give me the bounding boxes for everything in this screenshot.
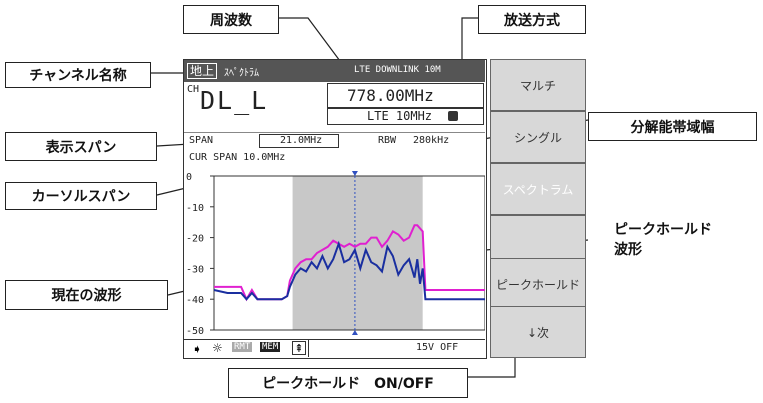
mode-tag: 地上 [187,63,218,79]
span-value: 21.0MHz [280,135,323,146]
callout-peak-hold-onoff: ピークホールド ON/OFF [228,368,468,398]
channel-value: DL_L [200,86,269,115]
callout-display-span: 表示スパン [5,132,157,161]
next-button[interactable]: ↓次 [490,306,586,358]
status-bar [184,339,485,358]
cur-span: CUR SPAN 10.0MHz [189,152,286,163]
y-tick-label: -30 [186,264,204,275]
callout-cursor-span: カーソルスパン [5,182,157,210]
callout-frequency: 周波数 [183,5,279,34]
y-tick-label: -20 [186,234,204,245]
status-mem: MEM [260,342,281,352]
analyzer-screen: 地上 ｽﾍﾟｸﾄﾗﾑ LTE DOWNLINK 10M CH DL_L 778.… [183,59,487,359]
brightness-icon: ☼ [212,341,223,355]
broadcast-short: LTE 10MHz [367,109,433,123]
y-tick-label: -10 [186,203,204,214]
cursor-marker-bottom [351,330,358,335]
spectrum-button[interactable]: スペクトラム [490,163,586,215]
broadcast-header: LTE DOWNLINK 10M [354,65,441,75]
peak-hold-button[interactable]: ピークホールド [490,258,586,310]
mode-name: ｽﾍﾟｸﾄﾗﾑ [224,68,259,79]
callout-channel-name: チャンネル名称 [5,62,151,88]
span-label: SPAN [189,135,214,146]
cursor-marker-top [351,171,358,176]
broadcast-box [327,108,484,125]
frequency-box [327,83,484,108]
lock-icon [448,111,458,121]
rbw-value: 280kHz [413,135,450,146]
plot-frame [213,175,485,331]
y-tick-label: -50 [186,326,204,335]
rbw-label: RBW [378,135,397,146]
multi-button[interactable]: マルチ [490,59,586,111]
header-bar [184,60,485,82]
plug-icon: ➧ [192,342,203,356]
voltage-value: 15V OFF [416,342,459,353]
shaded-band [292,176,423,330]
y-tick-label: -40 [186,295,204,306]
peak-hold-indicator-icon: ⇞ [292,341,306,355]
callout-broadcast-method: 放送方式 [478,5,586,34]
ch-label: CH [187,84,200,95]
frequency-value: 778.00MHz [347,86,434,105]
span-box [259,134,339,148]
spectrum-chart: 0 -10 -20 -30 -40 -50 [186,171,485,335]
callout-current-waveform: 現在の波形 [5,280,168,310]
single-button[interactable]: シングル [490,111,586,163]
y-tick-label: 0 [186,172,192,183]
status-rmt: RMT [232,342,253,352]
callout-rbw: 分解能帯域幅 [588,112,757,141]
callout-peak-hold-waveform: ピークホールド 波形 [614,222,712,258]
span-divider [184,132,485,133]
current-series-line [213,240,485,301]
voltage-box [308,339,485,357]
